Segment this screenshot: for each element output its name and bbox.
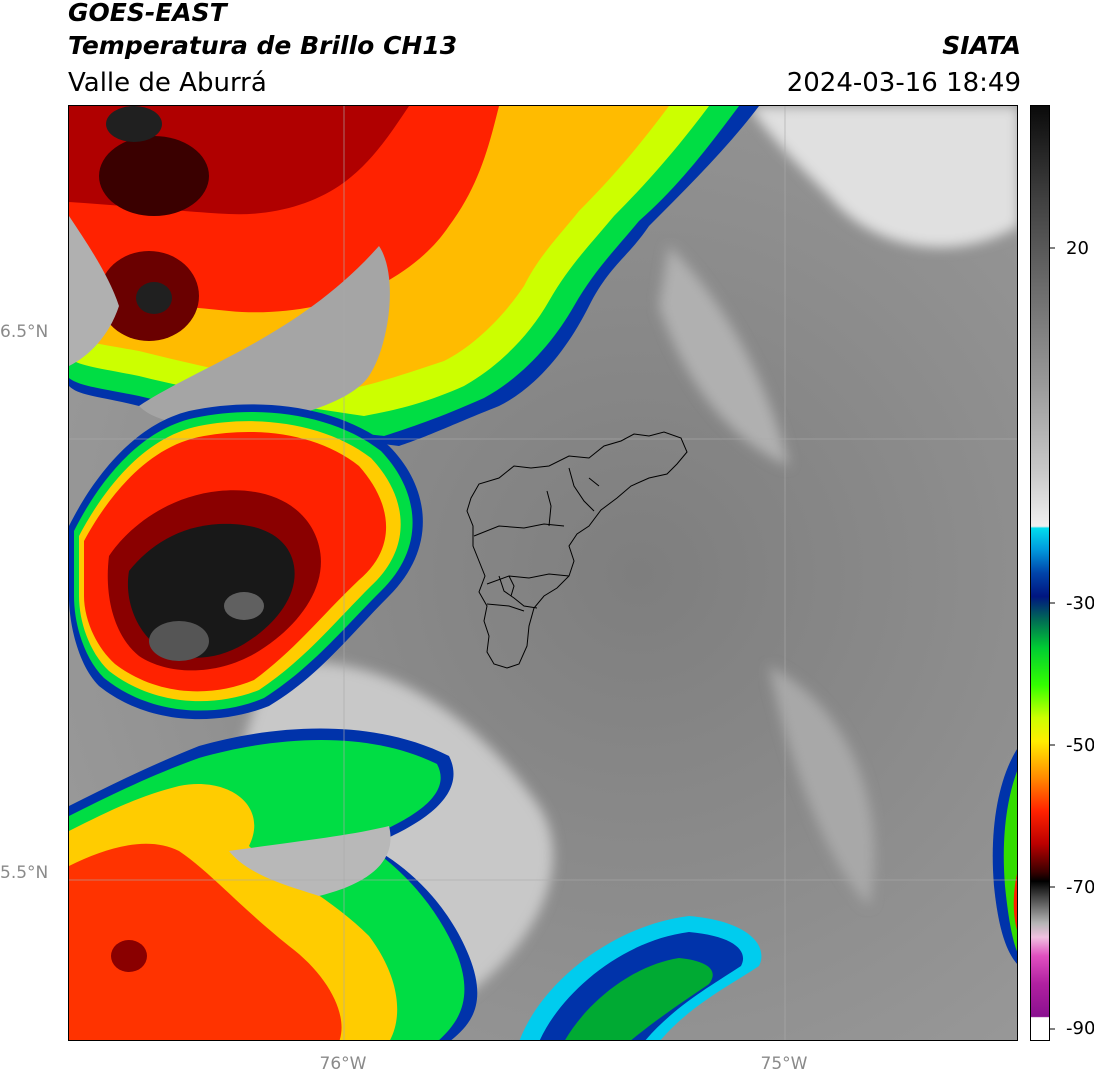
colorbar-ticks [1050,247,1055,1030]
graticule [69,106,1017,1040]
cloud-system-south [69,728,478,1040]
municipal-boundaries [466,431,688,669]
colorbar-tick-minus30: -30 [1066,593,1094,614]
convective-core [69,404,423,720]
clear-gap-south [229,826,391,896]
cloud-patch-east [992,749,1017,964]
bright-band [659,246,789,466]
colorbar-tick-minus50: -50 [1066,735,1094,756]
bright-area [749,106,1017,248]
clear-gap-west [69,216,119,366]
product-title: Temperatura de Brillo CH13 [68,31,458,60]
lat-label-6-5: 6.5°N [0,322,49,342]
colorbar-tick-minus70: -70 [1066,877,1094,898]
lon-label-75: 75°W [760,1054,808,1074]
bright-area-east [769,666,875,906]
map-canvas [69,106,1017,1040]
organization-label: SIATA [942,31,1021,60]
lon-label-76: 76°W [319,1054,367,1074]
colorbar-tick-20: 20 [1066,238,1089,259]
lat-label-5-5: 5.5°N [0,863,49,883]
satellite-map [68,105,1018,1041]
clear-gap-north [139,246,390,426]
satellite-title: GOES-EAST [68,0,227,27]
timestamp-label: 2024-03-16 18:49 [786,68,1021,98]
colorbar-tick-minus90: -90 [1066,1018,1094,1039]
cloud-patch-south-east [519,916,762,1040]
region-label: Valle de Aburrá [68,68,267,98]
temperature-colorbar [1030,105,1050,1041]
cloud-system-north [69,106,759,446]
